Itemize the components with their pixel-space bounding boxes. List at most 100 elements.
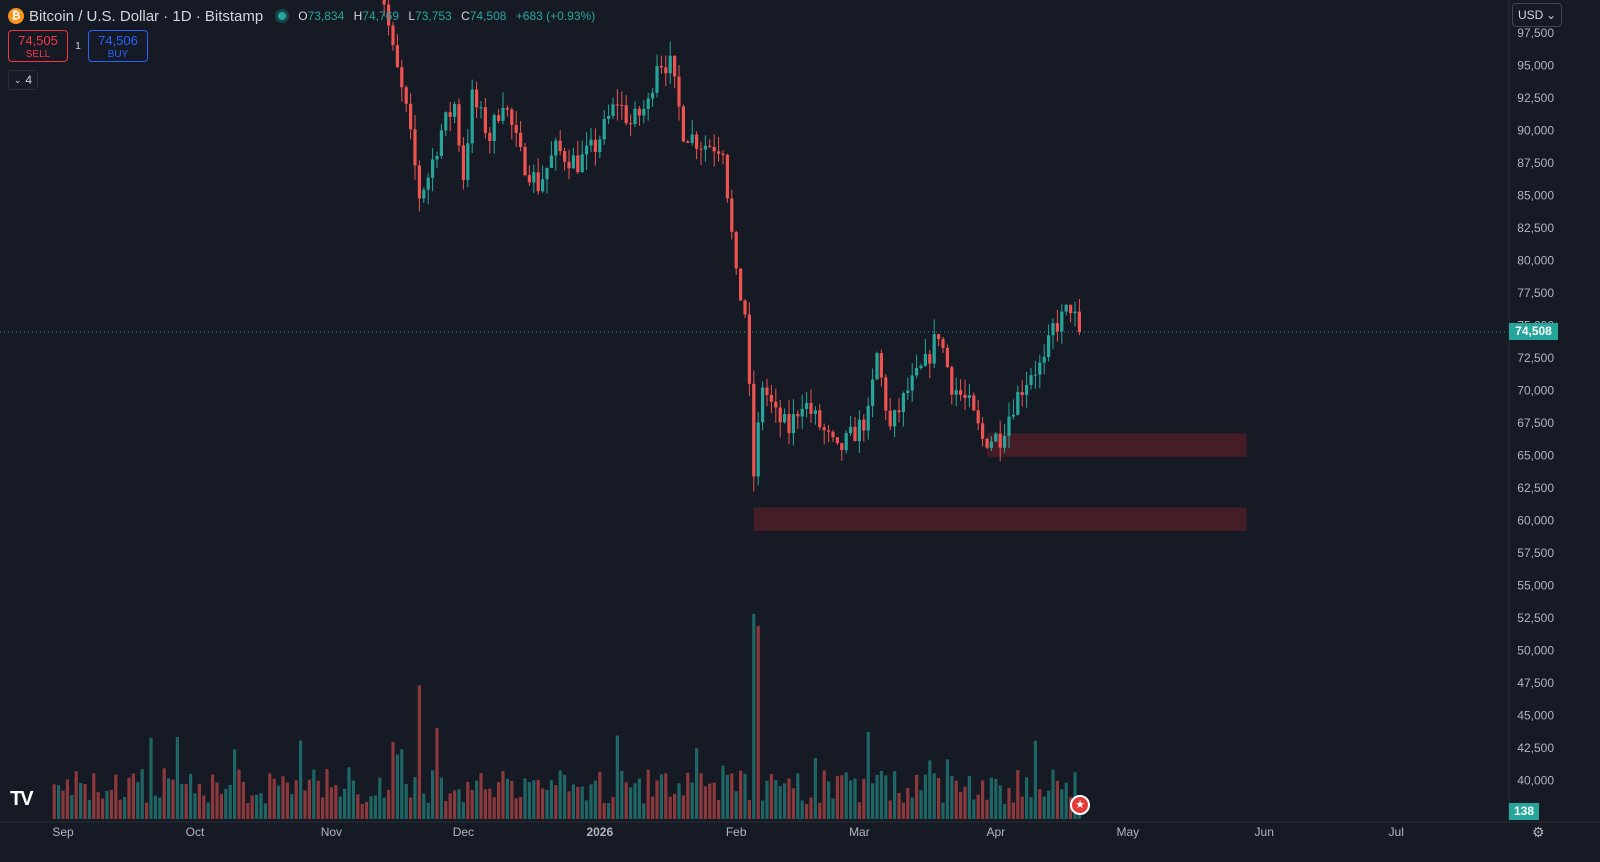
- volume-bar: [897, 792, 901, 819]
- close-label: C: [461, 9, 470, 23]
- volume-bar: [373, 795, 377, 819]
- volume-bar: [101, 798, 105, 819]
- candle-body: [761, 387, 765, 423]
- volume-bar: [439, 777, 443, 819]
- volume-bar: [875, 774, 879, 819]
- volume-bar: [629, 787, 633, 819]
- volume-bar: [321, 797, 325, 819]
- volume-bar: [338, 796, 342, 819]
- volume-bar: [598, 771, 602, 819]
- volume-bar: [752, 614, 756, 819]
- volume-bar: [1042, 796, 1046, 819]
- candle-body: [497, 115, 501, 121]
- candle-body: [1051, 323, 1055, 336]
- candle-body: [695, 134, 699, 149]
- candle-body: [655, 65, 659, 93]
- price-axis[interactable]: 97,500 95,000 92,500 90,000 87,500 85,000 82,5…: [1517, 26, 1554, 788]
- volume-bar: [866, 731, 870, 819]
- time-axis[interactable]: Sep Oct Nov Dec 2026 Feb Mar Apr May Jun Jul: [52, 825, 1404, 839]
- us-flag-event-icon[interactable]: ★: [1070, 795, 1090, 815]
- volume-bar: [633, 783, 637, 819]
- price-tick-label: 82,500: [1517, 221, 1554, 235]
- volume-bars: [52, 614, 1081, 819]
- volume-bar: [206, 802, 210, 819]
- volume-bar: [347, 767, 351, 819]
- volume-bar: [175, 736, 179, 819]
- volume-bar: [615, 735, 619, 819]
- volume-bar: [1011, 802, 1015, 819]
- candle-body: [1047, 335, 1051, 358]
- volume-bar: [959, 791, 963, 819]
- change-value: +683 (+0.93%): [515, 9, 596, 23]
- candle-body: [1011, 414, 1015, 417]
- candle-body: [387, 4, 391, 26]
- candle-body: [840, 443, 844, 451]
- candle-body: [417, 165, 421, 199]
- candle-body: [585, 145, 589, 155]
- volume-bar: [180, 784, 184, 819]
- volume-bar: [813, 758, 817, 819]
- indicators-toggle-button[interactable]: ⌄ 4: [8, 70, 38, 90]
- volume-bar: [488, 788, 492, 819]
- symbol-title[interactable]: Bitcoin / U.S. Dollar · 1D · Bitstamp: [29, 7, 264, 25]
- buy-button[interactable]: 74,506 BUY: [88, 30, 148, 62]
- volume-bar: [835, 776, 839, 819]
- candle-body: [941, 339, 945, 348]
- volume-bar: [994, 778, 998, 819]
- volume-bar: [365, 801, 369, 819]
- candle-body: [426, 177, 430, 190]
- candle-body: [664, 67, 668, 74]
- volume-bar: [1016, 770, 1020, 819]
- volume-bar: [167, 778, 171, 819]
- settings-gear-icon[interactable]: ⚙: [1532, 824, 1545, 840]
- currency-select[interactable]: USD ⌄: [1512, 3, 1562, 27]
- candle-body: [514, 125, 518, 133]
- volume-bar: [849, 780, 853, 819]
- candle-body: [703, 145, 707, 150]
- price-tick-label: 60,000: [1517, 514, 1554, 528]
- volume-bar: [659, 774, 663, 819]
- volume-bar: [1047, 790, 1051, 819]
- volume-bar: [378, 777, 382, 819]
- sell-label: SELL: [25, 48, 51, 60]
- volume-bar: [461, 802, 465, 819]
- volume-bar: [721, 765, 725, 819]
- candle-body: [673, 55, 677, 77]
- tradingview-logo[interactable]: TV: [10, 788, 34, 810]
- support-zones: [753, 433, 1247, 531]
- volume-bar: [285, 782, 289, 819]
- volume-bar: [52, 784, 56, 819]
- candle-body: [985, 438, 989, 448]
- candle-body: [470, 89, 474, 144]
- candle-body: [774, 401, 778, 408]
- candle-body: [589, 139, 593, 146]
- volume-bar: [114, 774, 118, 819]
- volume-bar: [818, 802, 822, 819]
- candle-body: [937, 334, 941, 340]
- sell-button[interactable]: 74,505 SELL: [8, 30, 68, 62]
- volume-bar: [453, 790, 457, 819]
- volume-bar: [893, 771, 897, 819]
- candle-body: [901, 393, 905, 413]
- volume-bar: [294, 780, 298, 819]
- volume-bar: [118, 799, 122, 819]
- candle-body: [620, 105, 624, 107]
- candle-body: [536, 172, 540, 192]
- candlesticks: [382, 0, 1081, 492]
- volume-bar: [853, 778, 857, 819]
- volume-bar: [739, 770, 743, 819]
- time-tick-label: Feb: [726, 825, 747, 839]
- candle-body: [752, 383, 756, 477]
- volume-bar: [976, 794, 980, 819]
- volume-bar: [972, 799, 976, 819]
- volume-bar: [79, 782, 83, 819]
- candle-body: [800, 408, 804, 417]
- volume-bar: [791, 788, 795, 819]
- price-tick-label: 50,000: [1517, 644, 1554, 658]
- candle-body: [888, 410, 892, 427]
- candle-body: [915, 367, 919, 376]
- volume-bar: [290, 793, 294, 819]
- candle-body: [483, 107, 487, 134]
- volume-bar: [563, 774, 567, 819]
